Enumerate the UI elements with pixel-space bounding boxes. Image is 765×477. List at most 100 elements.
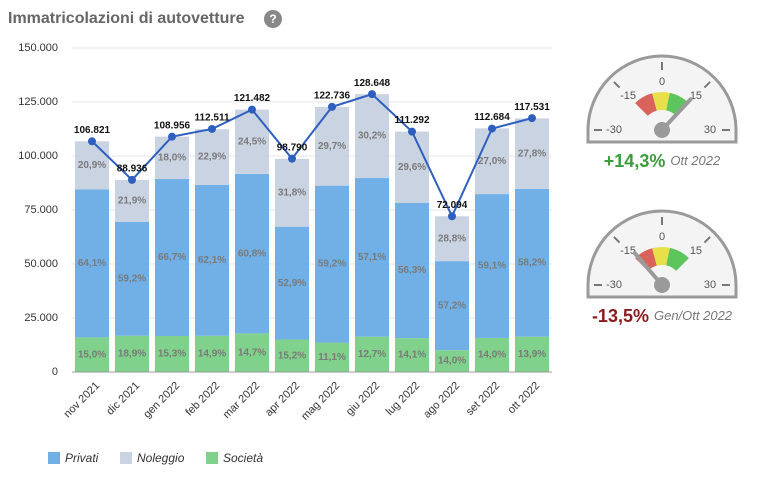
total-point	[368, 90, 376, 99]
gauge-tick-label: 0	[659, 76, 665, 88]
gauge-value: +14,3%	[604, 151, 666, 171]
bar-segment	[195, 184, 229, 336]
x-tick-label: ott 2022	[506, 380, 543, 417]
bar-segment	[75, 189, 109, 338]
total-point	[248, 105, 256, 114]
bar-segment	[235, 173, 269, 334]
x-tick-label: feb 2022	[183, 380, 222, 419]
legend-swatch	[120, 452, 132, 464]
segment-label: 29,7%	[318, 141, 346, 152]
chart-title: Immatricolazioni di autovetture	[8, 10, 245, 27]
gauge-tick-label: -30	[606, 124, 622, 136]
bar-segment	[395, 338, 429, 372]
segment-label: 29,6%	[398, 162, 426, 173]
bar-segment	[355, 178, 389, 337]
bar-segment	[115, 179, 149, 222]
segment-label: 12,7%	[358, 349, 386, 360]
bar-segment	[155, 136, 189, 180]
segment-label: 59,1%	[478, 261, 506, 272]
segment-label: 59,2%	[118, 273, 146, 284]
segment-label: 59,2%	[318, 259, 346, 270]
segment-label: 52,9%	[278, 278, 306, 289]
bar-segment	[275, 158, 309, 227]
gauge-tick-label: 15	[690, 90, 702, 102]
total-point	[488, 124, 496, 133]
y-tick-label: 25.000	[24, 312, 58, 324]
bar-segment	[195, 335, 229, 372]
x-tick-label: nov 2021	[62, 380, 102, 420]
gauge-band	[635, 248, 657, 271]
x-tick-label: set 2022	[464, 380, 502, 418]
x-tick-label: giu 2022	[344, 380, 382, 418]
bar-segment	[395, 131, 429, 203]
segment-label: 58,2%	[518, 257, 546, 268]
gauge-band	[635, 93, 657, 116]
x-tick-label: ago 2022	[421, 380, 462, 421]
gauge-band	[652, 92, 670, 111]
total-label: 128.648	[354, 78, 391, 89]
segment-label: 24,5%	[238, 136, 266, 147]
total-label: 108.956	[154, 120, 191, 131]
segment-label: 22,9%	[198, 152, 226, 163]
segment-label: 21,9%	[118, 196, 146, 207]
gauge-band	[666, 92, 689, 116]
legend-swatch	[206, 452, 218, 464]
gauge-tick	[613, 236, 621, 244]
gauge-caption: +14,3% Ott 2022	[604, 151, 721, 171]
segment-label: 18,0%	[158, 152, 186, 163]
bar-segment	[315, 342, 349, 372]
segment-label: 14,0%	[478, 350, 506, 361]
total-label: 106.821	[74, 125, 111, 136]
segment-label: 27,8%	[518, 148, 546, 159]
bar-segment	[435, 261, 469, 351]
bar-segment	[75, 337, 109, 372]
legend-label: Noleggio	[137, 451, 185, 465]
total-label: 122.736	[314, 91, 351, 102]
segment-label: 14,9%	[198, 349, 226, 360]
total-point	[208, 124, 216, 133]
gauge-caption: -13,5% Gen/Ott 2022	[592, 306, 733, 326]
gauge-band	[652, 247, 670, 266]
segment-label: 60,8%	[238, 248, 266, 259]
segment-label: 14,1%	[398, 350, 426, 361]
gauge-period: Gen/Ott 2022	[654, 308, 733, 323]
bar-segment	[235, 109, 269, 174]
gauge-period: Ott 2022	[670, 153, 721, 168]
segment-label: 15,0%	[78, 349, 106, 360]
legend-label: Privati	[65, 451, 99, 465]
gauge-tick-label: -15	[620, 245, 636, 257]
bar-segment	[275, 339, 309, 372]
x-tick-label: dic 2021	[104, 380, 142, 418]
total-point	[328, 102, 336, 111]
bar-segment	[435, 350, 469, 372]
legend-label: Società	[223, 451, 263, 465]
total-label: 98.790	[277, 142, 308, 153]
bar-segment	[195, 129, 229, 185]
help-icon[interactable]	[264, 10, 282, 28]
bar-segment	[475, 194, 509, 338]
help-text[interactable]: ?	[269, 12, 276, 26]
segment-label: 56,3%	[398, 265, 426, 276]
gauge-tick-label: 15	[690, 245, 702, 257]
segment-label: 66,7%	[158, 252, 186, 263]
bar-segment	[155, 179, 189, 336]
x-tick-label: gen 2022	[141, 380, 182, 421]
segment-label: 62,1%	[198, 255, 226, 266]
total-point	[448, 212, 456, 221]
gauge-band	[666, 247, 689, 271]
segment-label: 15,3%	[158, 349, 186, 360]
bar-segment	[315, 185, 349, 343]
segment-label: 20,9%	[78, 160, 106, 171]
bar-segment	[115, 221, 149, 336]
gauge-tick-label: 30	[704, 124, 716, 136]
total-point	[88, 137, 96, 146]
gauge-tick-label: -30	[606, 279, 622, 291]
segment-label: 14,0%	[438, 356, 466, 367]
bar-segment	[355, 336, 389, 372]
segment-label: 14,7%	[238, 347, 266, 358]
bar-segment	[235, 333, 269, 372]
x-tick-label: apr 2022	[263, 380, 302, 419]
bar-segment	[435, 216, 469, 262]
x-tick-label: lug 2022	[384, 380, 422, 418]
